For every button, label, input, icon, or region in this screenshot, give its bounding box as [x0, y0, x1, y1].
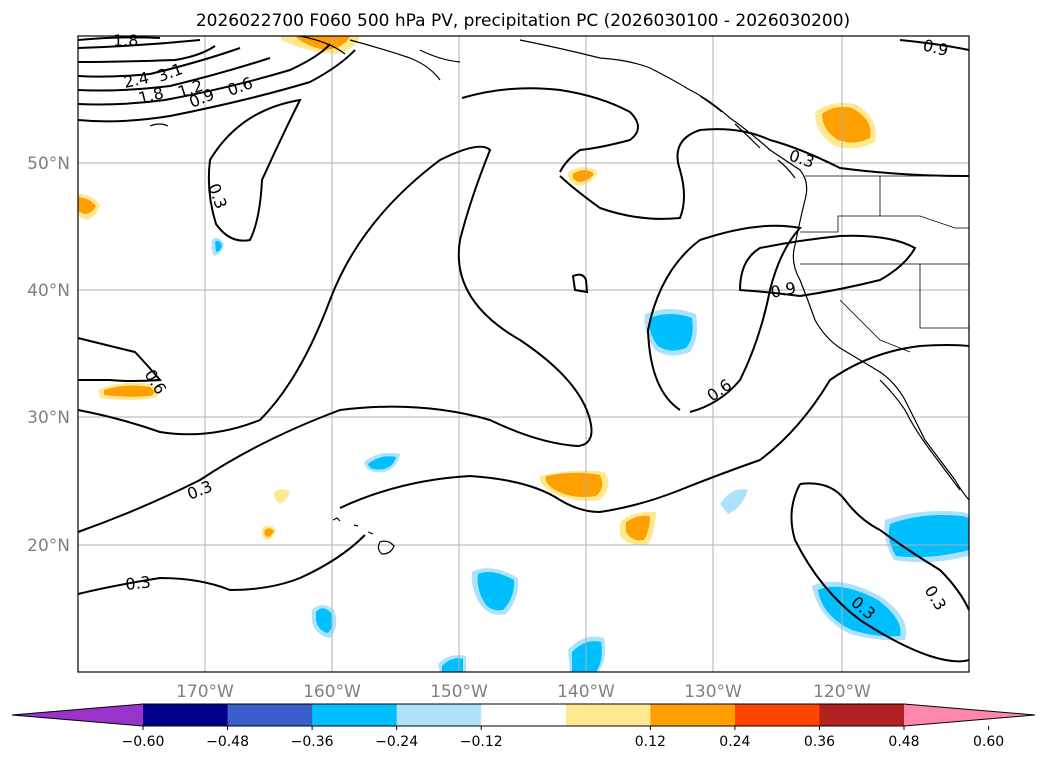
- map-title: 2026022700 F060 500 hPa PV, precipitatio…: [196, 11, 850, 31]
- bc-islands: [699, 95, 796, 179]
- state-borders: [800, 176, 969, 353]
- precip-negative-patch: [316, 608, 333, 633]
- lon-label: 120°W: [813, 682, 871, 702]
- contour-label: 2.4: [122, 68, 151, 92]
- colorbar-swatch: [227, 704, 313, 726]
- hawaii-islands: [332, 517, 395, 555]
- precip-negative-patch: [477, 572, 515, 611]
- us-west-coast: [792, 199, 970, 501]
- colorbar-swatch: [481, 704, 567, 726]
- colorbar-tick-label: 0.12: [635, 734, 666, 750]
- map-panel: [78, 36, 969, 672]
- pv-contour-0.3-se: [799, 482, 970, 611]
- precip-positive-patch: [822, 106, 871, 143]
- colorbar-tick-label: 0.24: [719, 734, 750, 750]
- colorbar-tick-label: −0.60: [122, 734, 165, 750]
- colorbar-swatch: [396, 704, 482, 726]
- pv-contour-0.3-east: [899, 39, 970, 51]
- colorbar-swatch: [650, 704, 736, 726]
- contour-label: 0.3: [124, 572, 151, 594]
- precip-positive-patch: [572, 170, 594, 182]
- alaska-coast: [299, 35, 808, 201]
- precip-negative-patch: [888, 515, 969, 558]
- lat-label: 50°N: [27, 154, 70, 174]
- pv-contour: [77, 36, 356, 123]
- lon-label: 150°W: [430, 682, 488, 702]
- precip-negative-patch: [442, 658, 463, 672]
- lon-label: 130°W: [684, 682, 742, 702]
- baja-coast: [879, 379, 961, 491]
- longitude-labels: 170°W 160°W 150°W 140°W 130°W 120°W: [176, 682, 871, 702]
- pv-contour-0.3-low: [77, 534, 366, 595]
- colorbar-swatch: [312, 704, 398, 726]
- pv-contours: [77, 36, 970, 663]
- pv-contour-0.3-south: [339, 344, 970, 514]
- colorbar-extend-max: [904, 704, 1035, 726]
- pv-contour-0.6-west: [77, 337, 163, 382]
- colorbar-tick-label: −0.48: [206, 734, 249, 750]
- colorbar-tick-label: −0.12: [460, 734, 503, 750]
- precip-negative-patch: [818, 586, 901, 637]
- pv-contour-0.6-center: [559, 128, 970, 220]
- colorbar-swatch: [819, 704, 905, 726]
- precip-negative-patch: [368, 456, 396, 470]
- latitude-labels: 50°N 40°N 30°N 20°N: [27, 154, 70, 556]
- colorbar-extend-min: [12, 704, 143, 726]
- colorbar-swatch: [565, 704, 651, 726]
- graticule: [78, 36, 969, 672]
- precip-positive-patch: [274, 489, 290, 504]
- precip-positive-patch: [295, 36, 350, 50]
- pv-contour-0.3-west: [207, 98, 302, 242]
- precip-negative-patch: [720, 489, 748, 514]
- precip-positive-patch: [545, 472, 603, 497]
- colorbar-tick-label: 0.60: [973, 734, 1004, 750]
- pv-contour-0.3-main: [77, 145, 593, 533]
- colorbar: −0.60 −0.48 −0.36 −0.24 −0.12 0.12 0.24 0.36 0.4…: [11, 703, 1036, 750]
- lon-label: 140°W: [557, 682, 615, 702]
- precip-negative-patch: [649, 314, 693, 351]
- kamchatka-stub: [149, 123, 169, 127]
- lon-label: 160°W: [303, 682, 361, 702]
- pv-contour-0.3-se-inner: [790, 483, 970, 663]
- contour-label: 1.8: [113, 31, 138, 50]
- coastlines: [149, 35, 970, 555]
- colorbar-tick-label: 0.48: [888, 734, 919, 750]
- precip-negative-patch: [215, 240, 222, 252]
- pv-contour-0.3-north: [461, 87, 639, 173]
- precip-positive-patch: [104, 385, 154, 397]
- colorbar-tick-label: 0.36: [804, 734, 835, 750]
- lon-label: 170°W: [176, 682, 234, 702]
- lat-label: 20°N: [27, 536, 70, 556]
- colorbar-tick-label: −0.36: [291, 734, 334, 750]
- precip-positive-patch: [626, 515, 650, 541]
- lat-label: 30°N: [27, 408, 70, 428]
- pv-contour-0.9-coast: [738, 234, 917, 298]
- contour-label: 0.9: [769, 278, 798, 302]
- pv-contour-0.6-loop: [646, 224, 802, 413]
- map-frame: [77, 35, 970, 673]
- colorbar-swatch: [734, 704, 820, 726]
- lat-label: 40°N: [27, 281, 70, 301]
- precip-positive-patch: [264, 528, 274, 537]
- precip-negative-patch: [572, 641, 602, 672]
- colorbar-tick-label: −0.24: [375, 734, 418, 750]
- pv-contour-island: [571, 273, 589, 294]
- precipitation-shading: [78, 36, 969, 672]
- precip-positive-patch: [78, 197, 96, 214]
- colorbar-swatch: [143, 704, 229, 726]
